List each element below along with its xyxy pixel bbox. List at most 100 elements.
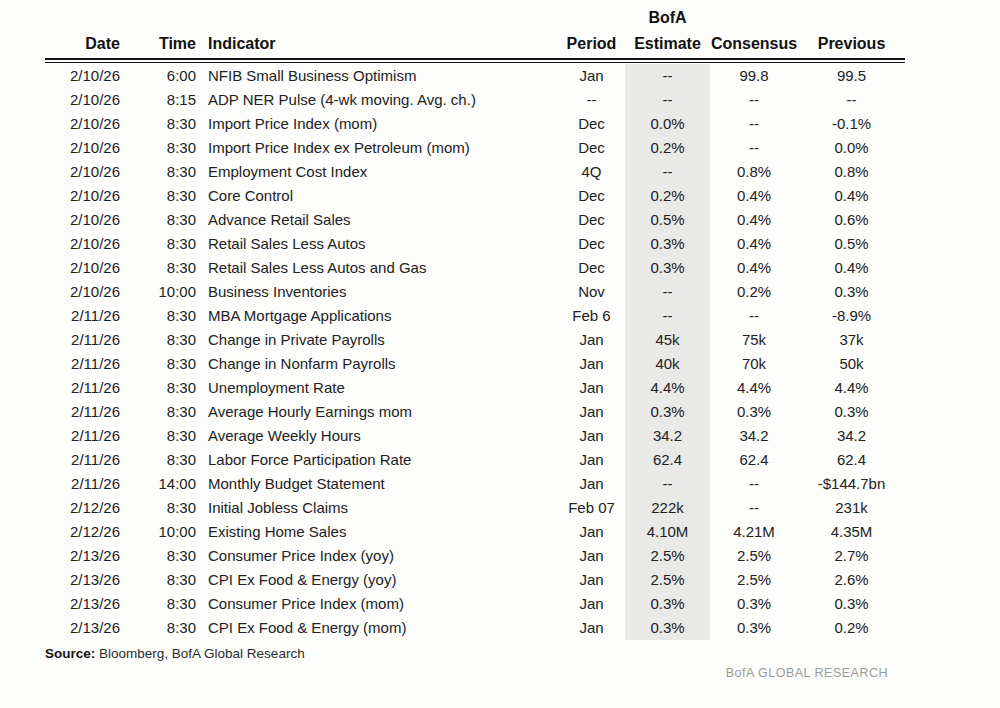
cell-period: Jan: [558, 448, 625, 472]
cell-time: 8:30: [125, 424, 200, 448]
cell-date: 2/10/26: [45, 184, 125, 208]
table-row: 2/11/268:30Labor Force Participation Rat…: [45, 448, 905, 472]
cell-previous: 2.7%: [798, 544, 905, 568]
cell-date: 2/10/26: [45, 280, 125, 304]
cell-indicator: Employment Cost Index: [200, 160, 558, 184]
table-row: 2/11/268:30Average Hourly Earnings momJa…: [45, 400, 905, 424]
cell-period: 4Q: [558, 160, 625, 184]
cell-estimate: 4.4%: [625, 376, 710, 400]
cell-estimate: 0.3%: [625, 400, 710, 424]
cell-indicator: CPI Ex Food & Energy (mom): [200, 616, 558, 640]
cell-date: 2/13/26: [45, 592, 125, 616]
cell-time: 8:30: [125, 616, 200, 640]
cell-period: Jan: [558, 520, 625, 544]
cell-previous: 0.3%: [798, 400, 905, 424]
cell-date: 2/12/26: [45, 496, 125, 520]
column-header-estimate: Estimate: [625, 31, 710, 57]
cell-period: Jan: [558, 352, 625, 376]
cell-previous: 62.4: [798, 448, 905, 472]
cell-estimate: 0.2%: [625, 184, 710, 208]
cell-date: 2/11/26: [45, 400, 125, 424]
cell-previous: 0.5%: [798, 232, 905, 256]
cell-consensus: 2.5%: [710, 544, 798, 568]
cell-date: 2/11/26: [45, 328, 125, 352]
cell-previous: -0.1%: [798, 112, 905, 136]
cell-time: 8:30: [125, 208, 200, 232]
cell-previous: 0.3%: [798, 280, 905, 304]
table-row: 2/13/268:30CPI Ex Food & Energy (mom)Jan…: [45, 616, 905, 640]
cell-date: 2/11/26: [45, 352, 125, 376]
table-row: 2/11/268:30MBA Mortgage ApplicationsFeb …: [45, 304, 905, 328]
cell-date: 2/10/26: [45, 112, 125, 136]
column-header-time: Time: [125, 31, 200, 57]
cell-estimate: 222k: [625, 496, 710, 520]
cell-time: 8:30: [125, 304, 200, 328]
cell-time: 8:30: [125, 544, 200, 568]
cell-previous: 0.6%: [798, 208, 905, 232]
cell-consensus: 0.4%: [710, 256, 798, 280]
cell-time: 8:30: [125, 136, 200, 160]
cell-period: Feb 6: [558, 304, 625, 328]
cell-consensus: 0.4%: [710, 208, 798, 232]
cell-time: 8:30: [125, 496, 200, 520]
table-header-row: Date Time Indicator Period Estimate Cons…: [45, 30, 905, 57]
cell-previous: 0.0%: [798, 136, 905, 160]
cell-previous: 37k: [798, 328, 905, 352]
table-row: 2/10/268:30Import Price Index (mom)Dec0.…: [45, 112, 905, 136]
cell-indicator: Average Hourly Earnings mom: [200, 400, 558, 424]
column-header-period: Period: [558, 31, 625, 57]
cell-consensus: 0.3%: [710, 592, 798, 616]
cell-estimate: 62.4: [625, 448, 710, 472]
cell-previous: -8.9%: [798, 304, 905, 328]
cell-time: 8:30: [125, 352, 200, 376]
cell-indicator: Existing Home Sales: [200, 520, 558, 544]
cell-period: Nov: [558, 280, 625, 304]
cell-previous: 99.5: [798, 64, 905, 88]
cell-time: 8:30: [125, 184, 200, 208]
table-row: 2/11/268:30Average Weekly HoursJan34.234…: [45, 424, 905, 448]
cell-previous: 0.8%: [798, 160, 905, 184]
cell-period: Jan: [558, 424, 625, 448]
cell-time: 8:30: [125, 400, 200, 424]
cell-period: Jan: [558, 328, 625, 352]
cell-previous: 4.35M: [798, 520, 905, 544]
cell-date: 2/10/26: [45, 88, 125, 112]
cell-time: 8:30: [125, 160, 200, 184]
cell-date: 2/10/26: [45, 136, 125, 160]
cell-date: 2/11/26: [45, 472, 125, 496]
cell-indicator: Core Control: [200, 184, 558, 208]
cell-consensus: --: [710, 112, 798, 136]
table-row: 2/10/268:15ADP NER Pulse (4-wk moving. A…: [45, 88, 905, 112]
table-row: 2/11/268:30Change in Nonfarm PayrollsJan…: [45, 352, 905, 376]
cell-indicator: Monthly Budget Statement: [200, 472, 558, 496]
cell-consensus: 34.2: [710, 424, 798, 448]
cell-consensus: --: [710, 88, 798, 112]
table-row: 2/10/268:30Employment Cost Index4Q--0.8%…: [45, 160, 905, 184]
cell-indicator: Retail Sales Less Autos: [200, 232, 558, 256]
table-row: 2/12/268:30Initial Jobless ClaimsFeb 072…: [45, 496, 905, 520]
economic-calendar-table: BofA Date Time Indicator Period Estimate…: [45, 6, 905, 640]
cell-period: Dec: [558, 136, 625, 160]
cell-date: 2/11/26: [45, 376, 125, 400]
table-row: 2/10/268:30Retail Sales Less AutosDec0.3…: [45, 232, 905, 256]
cell-indicator: Retail Sales Less Autos and Gas: [200, 256, 558, 280]
cell-date: 2/10/26: [45, 160, 125, 184]
cell-estimate: 4.10M: [625, 520, 710, 544]
cell-date: 2/11/26: [45, 424, 125, 448]
cell-consensus: --: [710, 304, 798, 328]
cell-indicator: Import Price Index ex Petroleum (mom): [200, 136, 558, 160]
cell-period: Dec: [558, 112, 625, 136]
table-row: 2/10/268:30Retail Sales Less Autos and G…: [45, 256, 905, 280]
cell-date: 2/10/26: [45, 64, 125, 88]
cell-estimate: --: [625, 64, 710, 88]
cell-consensus: 4.21M: [710, 520, 798, 544]
table-body: 2/10/266:00NFIB Small Business OptimismJ…: [45, 64, 905, 640]
cell-previous: 2.6%: [798, 568, 905, 592]
source-label: Source:: [45, 646, 95, 661]
cell-consensus: 0.3%: [710, 616, 798, 640]
cell-indicator: Change in Nonfarm Payrolls: [200, 352, 558, 376]
economic-calendar-page: BofA Date Time Indicator Period Estimate…: [0, 0, 1000, 708]
column-header-indicator: Indicator: [200, 31, 558, 57]
source-line: Source: Bloomberg, BofA Global Research: [45, 646, 305, 661]
table-row: 2/10/2610:00Business InventoriesNov--0.2…: [45, 280, 905, 304]
